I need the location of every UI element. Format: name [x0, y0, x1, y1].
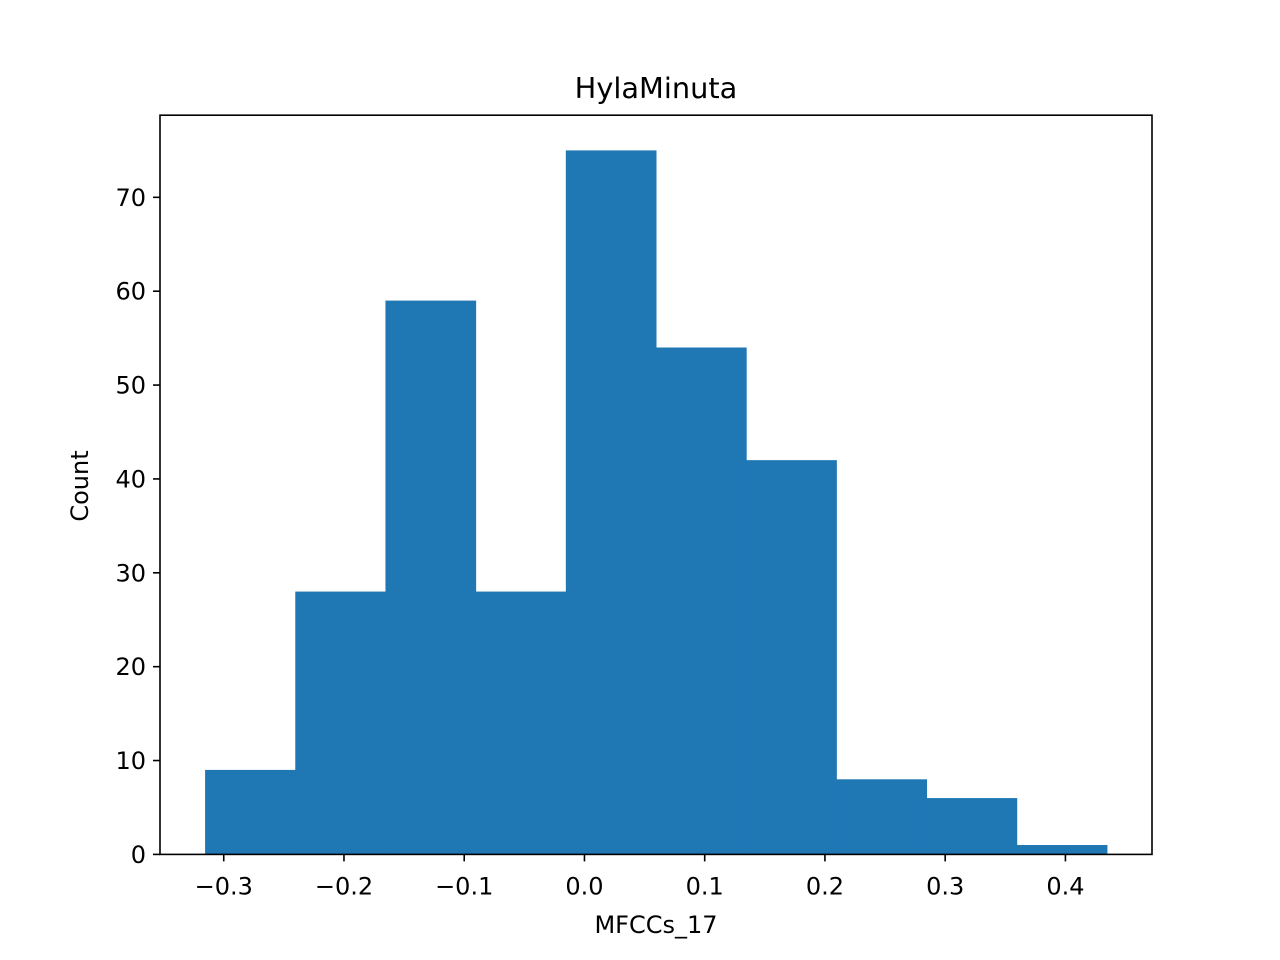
x-axis-ticks: −0.3 −0.2 −0.1 0.0 0.1 0.2 0.3 0.4	[195, 854, 1085, 900]
x-tick-label: 0.0	[565, 872, 603, 900]
y-tick-label: 10	[115, 747, 146, 775]
y-tick-label: 0	[131, 841, 146, 869]
y-tick-label: 30	[115, 559, 146, 587]
histogram-bar	[565, 150, 657, 855]
x-tick-label: −0.1	[435, 872, 493, 900]
x-tick-label: −0.2	[315, 872, 373, 900]
histogram-bar	[746, 460, 837, 855]
x-axis-title: MFCCs_17	[594, 911, 717, 939]
histogram-bar	[1016, 845, 1108, 855]
histogram-bar	[475, 591, 567, 855]
y-axis-title: Count	[66, 450, 94, 521]
x-tick-label: 0.2	[806, 872, 844, 900]
x-tick-label: 0.4	[1046, 872, 1084, 900]
histogram-bar	[295, 591, 386, 855]
plot-frame	[159, 114, 1153, 856]
histogram-bar	[205, 769, 296, 855]
histogram-bar	[926, 798, 1018, 855]
x-tick-label: −0.3	[195, 872, 253, 900]
histogram-bar	[385, 300, 477, 855]
y-tick-label: 50	[115, 372, 146, 400]
y-tick-label: 70	[115, 184, 146, 212]
y-axis-ticks: 0 10 20 30 40 50 60 70	[115, 184, 160, 869]
y-tick-label: 20	[115, 653, 146, 681]
chart-title: HylaMinuta	[575, 71, 738, 105]
histogram-bar	[836, 779, 928, 855]
histogram-bar	[656, 347, 747, 855]
x-tick-label: 0.3	[926, 872, 964, 900]
bars-group	[205, 150, 1108, 855]
y-tick-label: 40	[115, 465, 146, 493]
x-tick-label: 0.1	[686, 872, 724, 900]
y-tick-label: 60	[115, 278, 146, 306]
